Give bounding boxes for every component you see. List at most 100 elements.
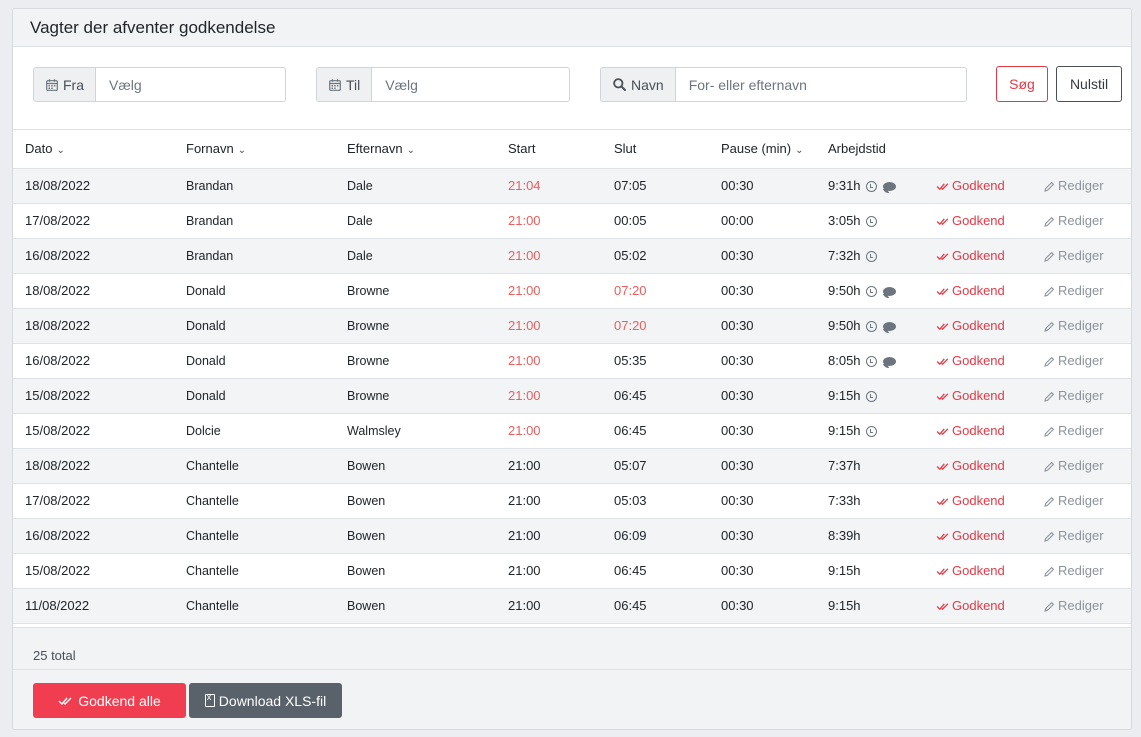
- comment-icon[interactable]: [882, 357, 896, 367]
- column-header-start: Start: [496, 130, 602, 169]
- edit-link[interactable]: Rediger: [1043, 388, 1104, 403]
- check-double-icon: [58, 697, 72, 705]
- cell-date: 11/08/2022: [13, 588, 174, 624]
- approve-link[interactable]: Godkend: [936, 528, 1005, 543]
- approve-link[interactable]: Godkend: [936, 458, 1005, 473]
- approve-link[interactable]: Godkend: [936, 388, 1005, 403]
- clock-icon[interactable]: [865, 181, 877, 193]
- cell-date: 16/08/2022: [13, 518, 174, 554]
- cell-end: 06:45: [602, 378, 709, 414]
- cell-end: 05:35: [602, 343, 709, 379]
- pencil-icon: [1044, 566, 1055, 577]
- name-search-group: Navn: [600, 67, 967, 102]
- clock-icon[interactable]: [865, 391, 877, 403]
- clock-icon[interactable]: [865, 426, 877, 438]
- column-header-date[interactable]: Dato ⌄: [13, 130, 174, 169]
- edit-link[interactable]: Rediger: [1043, 563, 1104, 578]
- cell-firstname: Brandan: [174, 238, 335, 274]
- cell-approve: Godkend: [924, 518, 1031, 554]
- cell-firstname: Chantelle: [174, 553, 335, 589]
- approve-link[interactable]: Godkend: [936, 213, 1005, 228]
- column-header-lastname[interactable]: Efternavn ⌄: [335, 130, 496, 169]
- cell-date: 16/08/2022: [13, 238, 174, 274]
- name-search-input[interactable]: [675, 68, 966, 101]
- edit-link[interactable]: Rediger: [1043, 178, 1104, 193]
- table-row: 16/08/2022 Donald Browne 21:00 05:35 00:30 8:0…: [13, 343, 1131, 379]
- clock-icon[interactable]: [865, 286, 877, 298]
- approve-link[interactable]: Godkend: [936, 563, 1005, 578]
- approve-label: Godkend: [952, 283, 1005, 298]
- calendar-icon: [329, 78, 341, 91]
- cell-date: 15/08/2022: [13, 413, 174, 449]
- file-excel-icon: [204, 692, 215, 707]
- chevron-down-icon: ⌄: [406, 145, 416, 157]
- approve-link[interactable]: Godkend: [936, 598, 1005, 613]
- table-row: 16/08/2022 Brandan Dale 21:00 05:02 00:30 7:32…: [13, 238, 1131, 274]
- table-row: 18/08/2022 Chantelle Bowen 21:00 05:07 00:30 7…: [13, 448, 1131, 484]
- approve-link[interactable]: Godkend: [936, 353, 1005, 368]
- comment-icon[interactable]: [882, 322, 896, 332]
- edit-link[interactable]: Rediger: [1043, 353, 1104, 368]
- approve-link[interactable]: Godkend: [936, 248, 1005, 263]
- edit-link[interactable]: Rediger: [1043, 528, 1104, 543]
- cell-start: 21:00: [496, 238, 602, 274]
- edit-link[interactable]: Rediger: [1043, 423, 1104, 438]
- download-xls-button[interactable]: Download XLS-fil: [189, 683, 342, 718]
- table-header-row: Dato ⌄ Fornavn ⌄ Efternavn ⌄ Start Slut Pau…: [13, 130, 1131, 169]
- download-xls-label: Download XLS-fil: [218, 692, 327, 709]
- clock-icon[interactable]: [865, 251, 877, 263]
- chevron-down-icon: ⌄: [237, 145, 247, 157]
- cell-firstname: Brandan: [174, 168, 335, 204]
- cell-firstname: Dolcie: [174, 413, 335, 449]
- approve-label: Godkend: [952, 178, 1005, 193]
- comment-icon[interactable]: [882, 287, 896, 297]
- edit-link[interactable]: Rediger: [1043, 598, 1104, 613]
- edit-link[interactable]: Rediger: [1043, 213, 1104, 228]
- check-double-icon: [936, 463, 949, 471]
- cell-lastname: Browne: [335, 343, 496, 379]
- cell-edit: Rediger: [1031, 483, 1131, 519]
- edit-link[interactable]: Rediger: [1043, 248, 1104, 263]
- edit-link[interactable]: Rediger: [1043, 318, 1104, 333]
- to-date-input[interactable]: [372, 68, 569, 101]
- approve-link[interactable]: Godkend: [936, 283, 1005, 298]
- reset-button[interactable]: Nulstil: [1056, 66, 1122, 102]
- worktime-value: 9:15h: [828, 423, 861, 438]
- approve-link[interactable]: Godkend: [936, 318, 1005, 333]
- clock-icon[interactable]: [865, 321, 877, 333]
- approve-link[interactable]: Godkend: [936, 493, 1005, 508]
- chevron-down-icon: ⌄: [56, 145, 65, 157]
- edit-link[interactable]: Rediger: [1043, 458, 1104, 473]
- edit-link[interactable]: Rediger: [1043, 283, 1104, 298]
- column-header-edit: [1031, 130, 1131, 169]
- cell-start: 21:04: [496, 168, 602, 204]
- approve-label: Godkend: [952, 248, 1005, 263]
- to-date-group: Til: [316, 67, 570, 102]
- edit-label: Rediger: [1058, 458, 1104, 473]
- approve-all-button[interactable]: Godkend alle: [33, 683, 186, 718]
- to-date-label: Til: [346, 76, 361, 93]
- cell-end: 05:03: [602, 483, 709, 519]
- column-header-approve: [924, 130, 1031, 169]
- cell-pause: 00:30: [709, 238, 816, 274]
- column-header-firstname[interactable]: Fornavn ⌄: [174, 130, 335, 169]
- search-button[interactable]: Søg: [996, 66, 1048, 102]
- edit-link[interactable]: Rediger: [1043, 493, 1104, 508]
- comment-icon[interactable]: [882, 182, 896, 192]
- cell-worktime: 3:05h: [816, 203, 924, 239]
- cell-start: 21:00: [496, 413, 602, 449]
- approve-link[interactable]: Godkend: [936, 178, 1005, 193]
- cell-pause: 00:30: [709, 413, 816, 449]
- worktime-value: 9:15h: [828, 563, 861, 578]
- clock-icon[interactable]: [865, 356, 877, 368]
- edit-label: Rediger: [1058, 598, 1104, 613]
- worktime-value: 9:15h: [828, 388, 861, 403]
- cell-worktime: 8:39h: [816, 518, 924, 554]
- approve-link[interactable]: Godkend: [936, 423, 1005, 438]
- from-date-input[interactable]: [96, 68, 285, 101]
- table-row: 16/08/2022 Chantelle Bowen 21:00 06:09 00:30 8…: [13, 518, 1131, 554]
- column-header-pause[interactable]: Pause (min) ⌄: [709, 130, 816, 169]
- cell-date: 18/08/2022: [13, 448, 174, 484]
- cell-end: 05:07: [602, 448, 709, 484]
- clock-icon[interactable]: [865, 216, 877, 228]
